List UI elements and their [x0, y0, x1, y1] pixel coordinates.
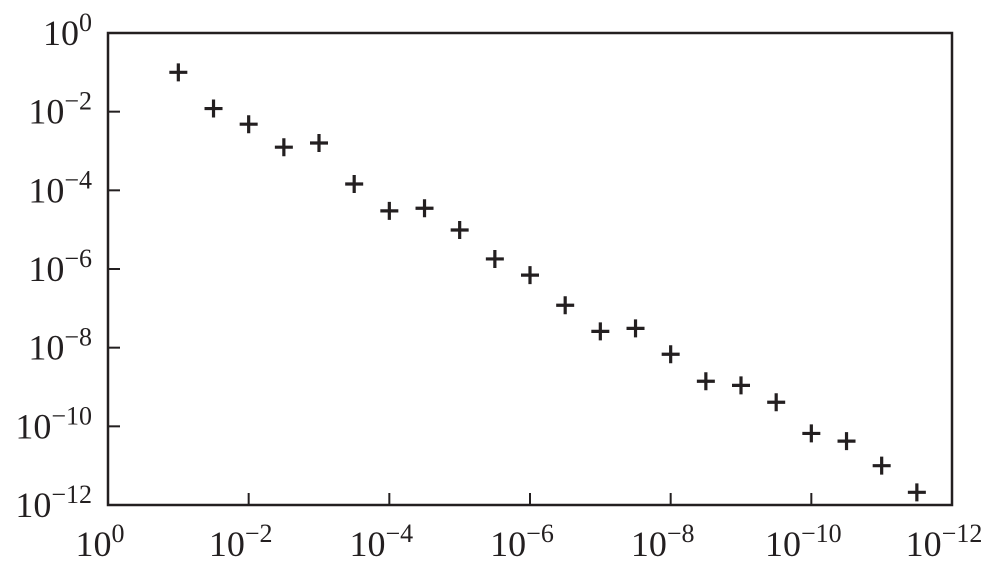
y-tick-label-base: 10	[28, 328, 64, 368]
x-tick-label-exponent: −12	[942, 519, 983, 548]
y-tick-label: 10−4	[28, 165, 92, 210]
x-tick-label: 10−12	[906, 519, 983, 564]
y-tick-label-base: 10	[28, 170, 64, 210]
x-tick-label-base: 10	[76, 524, 112, 564]
data-point-plus-marker	[591, 322, 610, 341]
x-tick-label-base: 10	[209, 524, 245, 564]
x-tick-label: 10−8	[631, 519, 695, 564]
x-tick-label: 10−2	[209, 519, 273, 564]
data-point-plus-marker	[239, 115, 258, 134]
x-tick-label: 10−10	[765, 519, 842, 564]
y-tick-label-base: 10	[28, 92, 64, 132]
data-point-plus-marker	[274, 138, 293, 157]
data-point-plus-marker	[310, 133, 328, 152]
y-tick-label-exponent: −12	[51, 480, 92, 509]
data-point-plus-marker	[485, 249, 504, 268]
data-point-plus-marker	[204, 99, 223, 118]
x-tick-label-exponent: −6	[526, 519, 554, 548]
x-axis: 100 10−2 10−4 10−6 10−8 10−10 10−12	[76, 493, 983, 564]
x-tick-label-exponent: −4	[385, 519, 413, 548]
y-tick-label-exponent: −6	[64, 244, 92, 273]
x-tick-label-base: 10	[490, 524, 526, 564]
data-point-plus-marker	[767, 393, 786, 412]
y-tick-label-exponent: −10	[51, 401, 92, 430]
y-tick-label-exponent: 0	[79, 8, 92, 37]
y-tick-label: 10−2	[28, 87, 92, 132]
x-tick-label-base: 10	[906, 524, 942, 564]
x-tick-label: 10−6	[490, 519, 554, 564]
data-point-plus-marker	[661, 345, 680, 364]
data-point-plus-marker	[380, 201, 399, 220]
data-point-plus-marker	[450, 221, 469, 240]
data-point-plus-marker	[521, 266, 539, 285]
x-tick-label-base: 10	[765, 524, 801, 564]
data-point-plus-marker	[802, 424, 821, 443]
x-tick-label: 10−4	[349, 519, 413, 564]
y-tick-label-base: 10	[15, 485, 51, 525]
y-tick-label-base: 10	[43, 13, 79, 53]
y-tick-label-exponent: −8	[64, 323, 92, 352]
x-tick-label-exponent: −10	[801, 519, 842, 548]
y-tick-label: 10−12	[15, 480, 92, 525]
data-point-plus-marker	[732, 376, 750, 395]
data-point-plus-marker	[626, 319, 645, 338]
y-tick-label: 10−8	[28, 323, 92, 368]
x-tick-label-exponent: −2	[245, 519, 273, 548]
x-tick-label-base: 10	[349, 524, 385, 564]
y-tick-label-exponent: −4	[64, 165, 92, 194]
data-points	[169, 63, 926, 502]
x-tick-label: 100	[76, 519, 125, 564]
data-point-plus-marker	[345, 174, 364, 193]
data-point-plus-marker	[415, 199, 434, 218]
y-tick-label-base: 10	[28, 249, 64, 289]
data-point-plus-marker	[837, 432, 856, 451]
data-point-plus-marker	[872, 456, 891, 475]
y-tick-label: 10−10	[15, 401, 92, 446]
x-tick-label-exponent: 0	[112, 519, 125, 548]
data-point-plus-marker	[696, 372, 715, 391]
x-tick-label-base: 10	[631, 524, 667, 564]
y-tick-label: 100	[43, 8, 92, 53]
y-tick-label-exponent: −2	[64, 87, 92, 116]
data-point-plus-marker	[907, 483, 926, 502]
data-point-plus-marker	[556, 296, 575, 315]
y-tick-label: 10−6	[28, 244, 92, 289]
data-point-plus-marker	[169, 63, 188, 82]
x-tick-label-exponent: −8	[667, 519, 695, 548]
y-tick-label-base: 10	[15, 406, 51, 446]
